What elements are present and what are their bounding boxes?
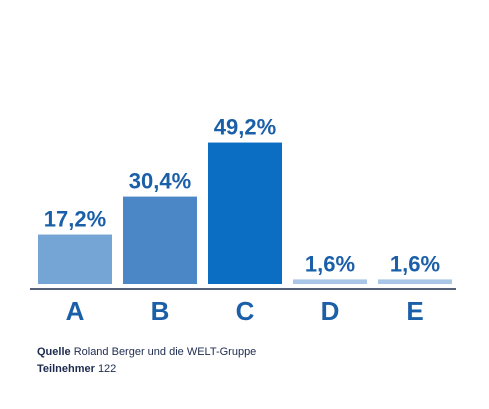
value-label-a: 17,2% (44, 207, 106, 232)
category-label-e: E (406, 296, 423, 326)
participants-line: Teilnehmer 122 (37, 361, 256, 378)
bar-chart: 17,2% 30,4% 49,2% 1,6% 1,6% A B C D E (30, 115, 456, 326)
bar-b (123, 196, 197, 284)
category-labels-group: A B C D E (66, 296, 424, 326)
source-line: Quelle Roland Berger und die WELT-Gruppe (37, 344, 256, 361)
category-label-b: B (151, 296, 170, 326)
bars-group (38, 142, 452, 284)
value-label-e: 1,6% (390, 251, 440, 276)
value-label-b: 30,4% (129, 169, 191, 194)
value-label-c: 49,2% (214, 115, 276, 140)
participants-text: 122 (97, 363, 117, 375)
source-text: Roland Berger und die WELT-Gruppe (73, 346, 257, 358)
bar-e (378, 279, 452, 284)
bar-d (293, 279, 367, 284)
category-label-c: C (236, 296, 255, 326)
bar-a (38, 234, 112, 284)
bar-c (208, 142, 282, 284)
participants-label: Teilnehmer (37, 363, 95, 375)
category-label-a: A (66, 296, 85, 326)
category-label-d: D (321, 296, 340, 326)
value-label-d: 1,6% (305, 251, 355, 276)
source-label: Quelle (37, 346, 71, 358)
value-labels-group: 17,2% 30,4% 49,2% 1,6% 1,6% (44, 115, 440, 277)
source-note: Quelle Roland Berger und die WELT-Gruppe… (37, 344, 256, 378)
